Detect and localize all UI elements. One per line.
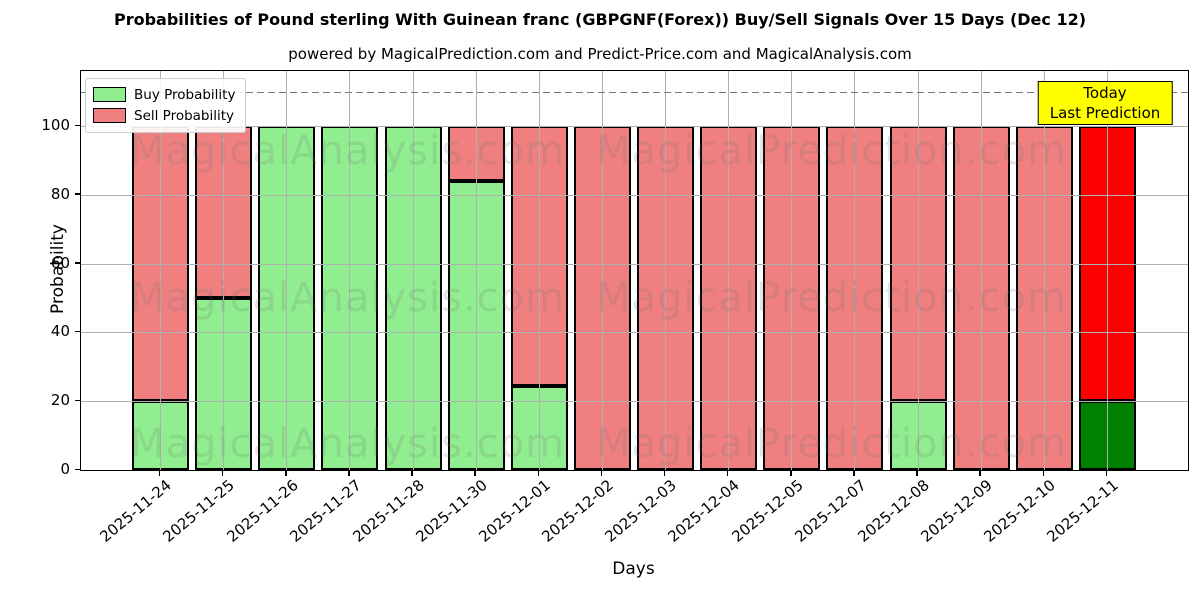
gridline-y-20: [81, 401, 1188, 403]
legend-item-buy: Buy Probability: [93, 84, 235, 105]
chart-title: Probabilities of Pound sterling With Gui…: [113, 10, 1087, 29]
legend-swatch-sell-icon: [93, 108, 126, 123]
x-tick-2025-12-04: [726, 470, 729, 476]
dashed-threshold-line: [81, 91, 1188, 94]
y-tick-label-20: 20: [50, 391, 70, 410]
watermark-prediction-1: MagicalPrediction.com: [596, 128, 1067, 174]
y-tick-80: [75, 193, 80, 195]
gridline-x-2025-12-08: [917, 71, 919, 470]
watermark-prediction-3: MagicalPrediction.com: [596, 421, 1067, 467]
gridline-x-2025-12-01: [538, 71, 540, 470]
gridline-y-100: [81, 126, 1188, 128]
y-tick-label-40: 40: [50, 322, 70, 341]
x-tick-2025-12-07: [853, 470, 855, 476]
legend-swatch-buy-icon: [93, 87, 126, 102]
y-tick-60: [75, 262, 80, 264]
legend-label-buy: Buy Probability: [134, 86, 236, 103]
x-tick-2025-11-27: [348, 470, 350, 476]
x-tick-2025-12-11: [1105, 470, 1108, 476]
y-tick-20: [75, 399, 80, 402]
watermark-prediction-2: MagicalPrediction.com: [596, 275, 1067, 321]
x-tick-2025-11-26: [285, 470, 287, 476]
today-annotation-line1: Today: [1083, 84, 1127, 102]
y-tick-40: [75, 330, 80, 333]
x-tick-2025-12-10: [1042, 470, 1045, 476]
watermark-analysis-1: MagicalAnalysis.com: [130, 128, 566, 174]
gridline-x-2025-11-30: [475, 71, 477, 470]
gridline-x-2025-12-03: [665, 71, 667, 470]
x-tick-2025-11-28: [411, 470, 413, 476]
watermark-analysis-2: MagicalAnalysis.com: [130, 275, 566, 321]
gridline-x-2025-12-05: [791, 71, 793, 470]
legend: Buy Probability Sell Probability: [85, 78, 247, 133]
gridline-x-2025-11-25: [223, 71, 225, 470]
x-tick-2025-12-05: [790, 470, 792, 476]
x-tick-2025-12-08: [916, 470, 918, 476]
gridline-x-2025-11-27: [349, 71, 351, 470]
y-tick-100: [75, 124, 80, 127]
gridline-y-80: [81, 194, 1188, 196]
watermark-analysis-3: MagicalAnalysis.com: [130, 421, 566, 467]
y-tick-label-0: 0: [60, 460, 70, 478]
today-annotation: Today Last Prediction: [1037, 81, 1173, 125]
gridline-x-2025-12-04: [728, 71, 730, 470]
y-tick-label-80: 80: [50, 184, 70, 203]
x-tick-2025-11-24: [158, 470, 161, 476]
x-tick-2025-11-30: [474, 470, 476, 476]
x-axis-label: Days: [612, 559, 655, 579]
legend-label-sell: Sell Probability: [134, 107, 235, 124]
y-tick-label-100: 100: [41, 116, 70, 135]
y-tick-0: [75, 468, 80, 470]
gridline-x-2025-11-26: [286, 71, 288, 470]
gridline-x-2025-12-02: [601, 71, 603, 470]
x-tick-2025-12-09: [979, 470, 981, 476]
gridline-x-2025-12-09: [980, 71, 982, 470]
gridline-y-60: [81, 263, 1188, 265]
gridline-x-2025-11-28: [412, 71, 414, 470]
y-tick-label-60: 60: [50, 253, 70, 272]
gridline-x-2025-12-11: [1106, 71, 1108, 470]
gridline-x-2025-11-24: [160, 71, 161, 470]
legend-item-sell: Sell Probability: [93, 105, 235, 126]
x-tick-2025-12-02: [600, 470, 603, 476]
gridline-x-2025-12-10: [1043, 71, 1045, 470]
x-tick-2025-12-03: [663, 470, 666, 476]
gridline-x-2025-12-07: [854, 71, 856, 470]
x-tick-2025-11-25: [221, 470, 224, 476]
today-annotation-line2: Last Prediction: [1049, 104, 1161, 122]
plot-area: [80, 70, 1189, 471]
gridline-y-40: [81, 332, 1188, 334]
x-tick-2025-12-01: [537, 470, 540, 476]
chart-subtitle: powered by MagicalPrediction.com and Pre…: [288, 45, 912, 63]
